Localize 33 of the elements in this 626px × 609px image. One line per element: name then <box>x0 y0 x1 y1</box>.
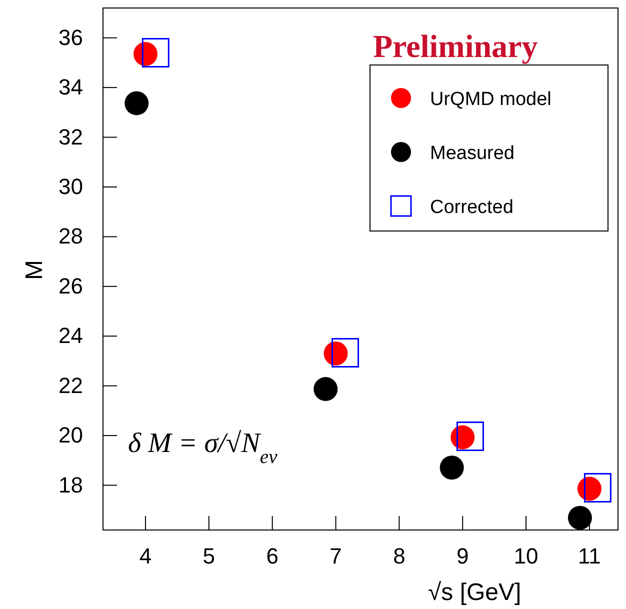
x-tick-label: 9 <box>456 544 469 569</box>
point <box>440 456 464 480</box>
x-tick-label: 8 <box>393 544 406 569</box>
x-tick-label: 4 <box>139 544 152 569</box>
point <box>456 422 484 452</box>
x-tick-label: 10 <box>514 544 538 569</box>
y-tick-label: 20 <box>58 422 83 448</box>
y-tick-label: 26 <box>58 273 83 298</box>
point <box>142 38 170 68</box>
x-axis-title: √s [GeV] <box>428 579 522 606</box>
legend-label: UrQMD model <box>430 89 552 110</box>
x-tick-label: 11 <box>578 544 601 569</box>
annotation: Preliminary <box>373 28 538 64</box>
y-tick-label: 24 <box>58 323 83 348</box>
y-tick-label: 22 <box>58 372 83 398</box>
point <box>332 338 360 368</box>
point <box>568 506 592 530</box>
legend-label: Corrected <box>430 197 514 218</box>
x-tick-label: 5 <box>202 544 216 569</box>
y-tick-label: 30 <box>58 174 83 200</box>
legend-label: Measured <box>430 143 514 164</box>
y-tick-label: 36 <box>58 24 83 50</box>
y-tick-label: 32 <box>58 124 83 150</box>
x-tick-label: 7 <box>330 544 342 569</box>
point <box>314 377 338 402</box>
y-tick-label: 34 <box>58 74 83 100</box>
y-tick-label: 18 <box>58 472 83 498</box>
x-tick-label: 6 <box>266 544 278 569</box>
y-tick-label: 28 <box>58 224 83 249</box>
y-axis-title: M <box>21 260 48 280</box>
point <box>584 472 612 502</box>
point <box>124 91 149 116</box>
annotation: δ M = σ/√N$_{ev}$ <box>128 428 278 468</box>
